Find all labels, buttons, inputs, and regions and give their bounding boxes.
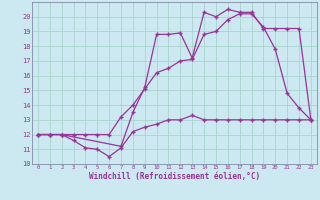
X-axis label: Windchill (Refroidissement éolien,°C): Windchill (Refroidissement éolien,°C) — [89, 172, 260, 181]
